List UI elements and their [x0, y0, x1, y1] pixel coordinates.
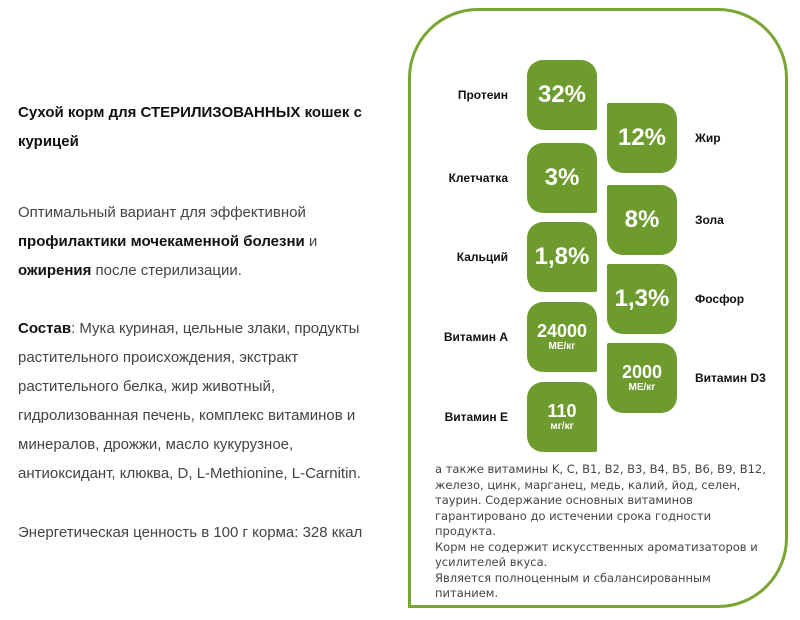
nutrient-tile: 24000 МЕ/кг [527, 302, 597, 372]
bold-text: ожирения [18, 262, 92, 279]
bold-text: Состав [18, 320, 72, 337]
text: Оптимальный вариант для эффективной [18, 204, 306, 221]
note-line: а также витамины K, C, B1, B2, B3, B4, B… [435, 462, 766, 538]
text: Энергетическая ценность в 100 г корма: 3… [18, 524, 363, 541]
nutrient-tile: 3% [527, 143, 597, 213]
bold-text: профилактики мочекаменной болезни [18, 233, 305, 250]
nutrient-value: 2000 [621, 362, 663, 382]
nutrient-label: Зола [695, 213, 724, 227]
paragraph: Оптимальный вариант для эффективной проф… [18, 198, 363, 285]
nutrient-value: 1,3% [614, 285, 670, 312]
nutrient-label: Кальций [456, 250, 508, 264]
nutrient-tile: 12% [607, 103, 677, 173]
nutrient-value: 110 [547, 401, 577, 421]
nutrient-value: 1,8% [534, 243, 590, 270]
nutrient-label: Фосфор [695, 292, 745, 306]
nutrient-unit: МЕ/кг [628, 382, 656, 393]
nutrient-unit: мг/кг [550, 421, 574, 432]
nutrient-value: 8% [624, 206, 660, 233]
nutrient-unit: МЕ/кг [548, 341, 576, 352]
paragraph: Энергетическая ценность в 100 г корма: 3… [18, 518, 363, 547]
text: и [304, 233, 318, 250]
note-line: Является полноценным и сбалансированным … [435, 570, 711, 601]
nutrient-tile: 110 мг/кг [527, 382, 597, 452]
nutrient-tile: 32% [527, 60, 597, 130]
nutrient-value: 32% [537, 81, 587, 108]
text: после стерилизации. [91, 262, 242, 279]
nutrient-label: Витамин D3 [695, 371, 766, 385]
nutrient-label: Клетчатка [448, 171, 508, 185]
nutrient-tile: 1,8% [527, 222, 597, 292]
text: : Мука куриная, цельные злаки, продукты … [18, 320, 361, 482]
nutrient-tile: 1,3% [607, 264, 677, 334]
nutrient-tile: 8% [607, 185, 677, 255]
nutrition-panel [408, 8, 788, 608]
nutrient-value: 24000 [536, 321, 588, 341]
nutrient-tile: 2000 МЕ/кг [607, 343, 677, 413]
nutrient-label: Жир [695, 131, 721, 145]
nutrient-label: Витамин А [443, 330, 508, 344]
nutrient-label: Протеин [457, 88, 508, 102]
nutrient-label: Витамин Е [444, 410, 508, 424]
paragraph: Состав: Мука куриная, цельные злаки, про… [18, 314, 363, 488]
nutrient-value: 3% [544, 164, 580, 191]
title: Сухой корм для СТЕРИЛИЗОВАННЫХ кошек с к… [18, 104, 362, 150]
nutrient-value: 12% [617, 124, 667, 151]
note-line: Корм не содержит искусственных ароматиза… [435, 539, 758, 570]
notes: а также витамины K, C, B1, B2, B3, B4, B… [435, 462, 770, 602]
